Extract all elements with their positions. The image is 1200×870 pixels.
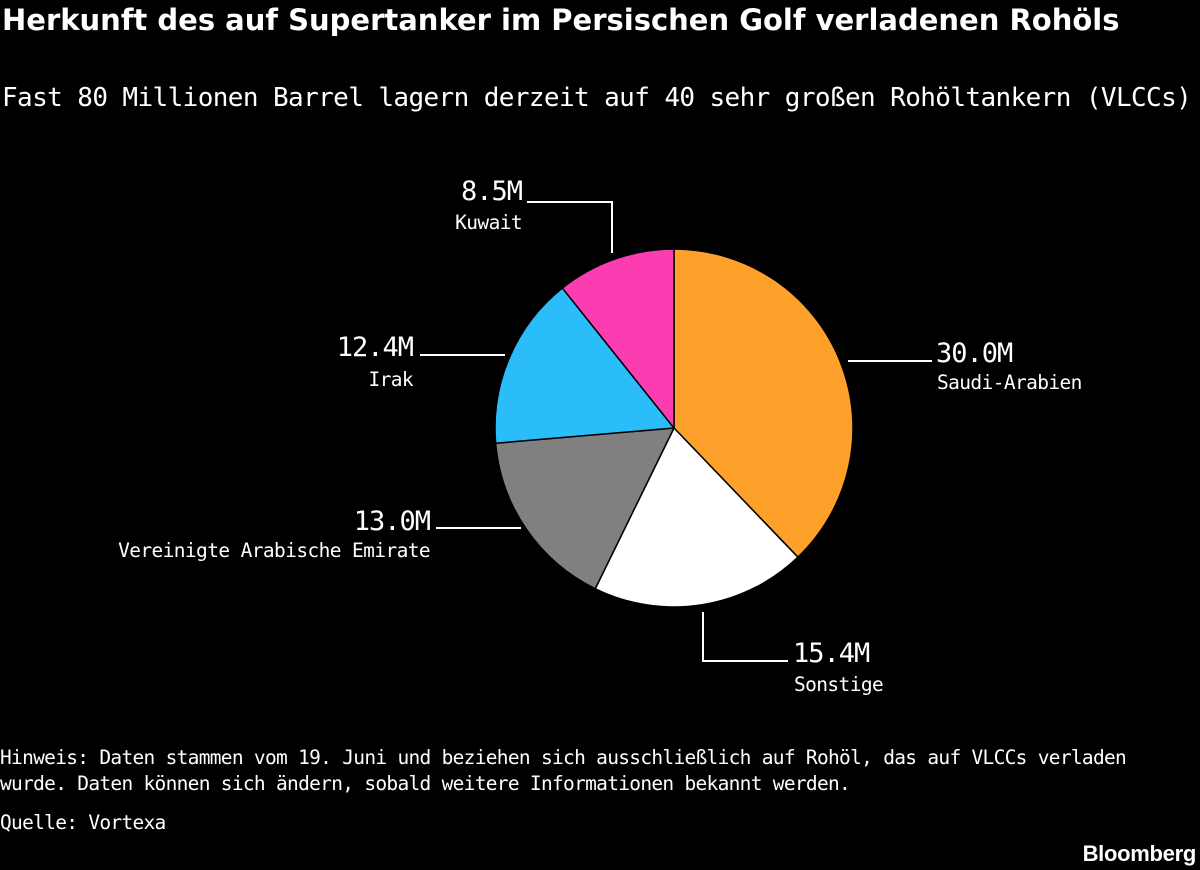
value-label-kuwait: 8.5M: [461, 176, 523, 207]
value-label-vereinigte-arabische-emirate: 13.0M: [354, 506, 431, 537]
slice-label-sonstige: Sonstige: [794, 673, 883, 696]
pie-slices: [494, 248, 854, 608]
pie-slice-irak: [494, 287, 675, 444]
slice-label-saudi-arabien: Saudi-Arabien: [937, 371, 1082, 394]
value-label-saudi-arabien: 30.0M: [936, 338, 1013, 369]
chart-source: Quelle: Vortexa: [0, 811, 166, 834]
value-label-irak: 12.4M: [337, 332, 414, 363]
chart-title: Herkunft des auf Supertanker im Persisch…: [2, 3, 1120, 37]
slice-label-irak: Irak: [368, 368, 413, 391]
pie-slice-kuwait: [561, 248, 675, 429]
leader-lines: [420, 201, 932, 662]
pie-slice-sonstige: [594, 427, 799, 608]
value-label-sonstige: 15.4M: [793, 638, 870, 669]
pie-slice-vereinigte-arabische-emirate: [494, 427, 675, 590]
leader-line-kuwait: [527, 201, 613, 253]
slice-label-kuwait: Kuwait: [455, 211, 522, 234]
slice-label-vereinigte-arabische-emirate: Vereinigte Arabische Emirate: [118, 539, 430, 562]
bloomberg-logo: Bloomberg: [1082, 841, 1197, 866]
leader-line-sonstige: [702, 612, 788, 662]
pie-slice-saudi-arabien: [673, 248, 854, 558]
chart-note: Hinweis: Daten stammen vom 19. Juni und …: [0, 746, 1127, 795]
chart-subtitle: Fast 80 Millionen Barrel lagern derzeit …: [2, 83, 1192, 113]
